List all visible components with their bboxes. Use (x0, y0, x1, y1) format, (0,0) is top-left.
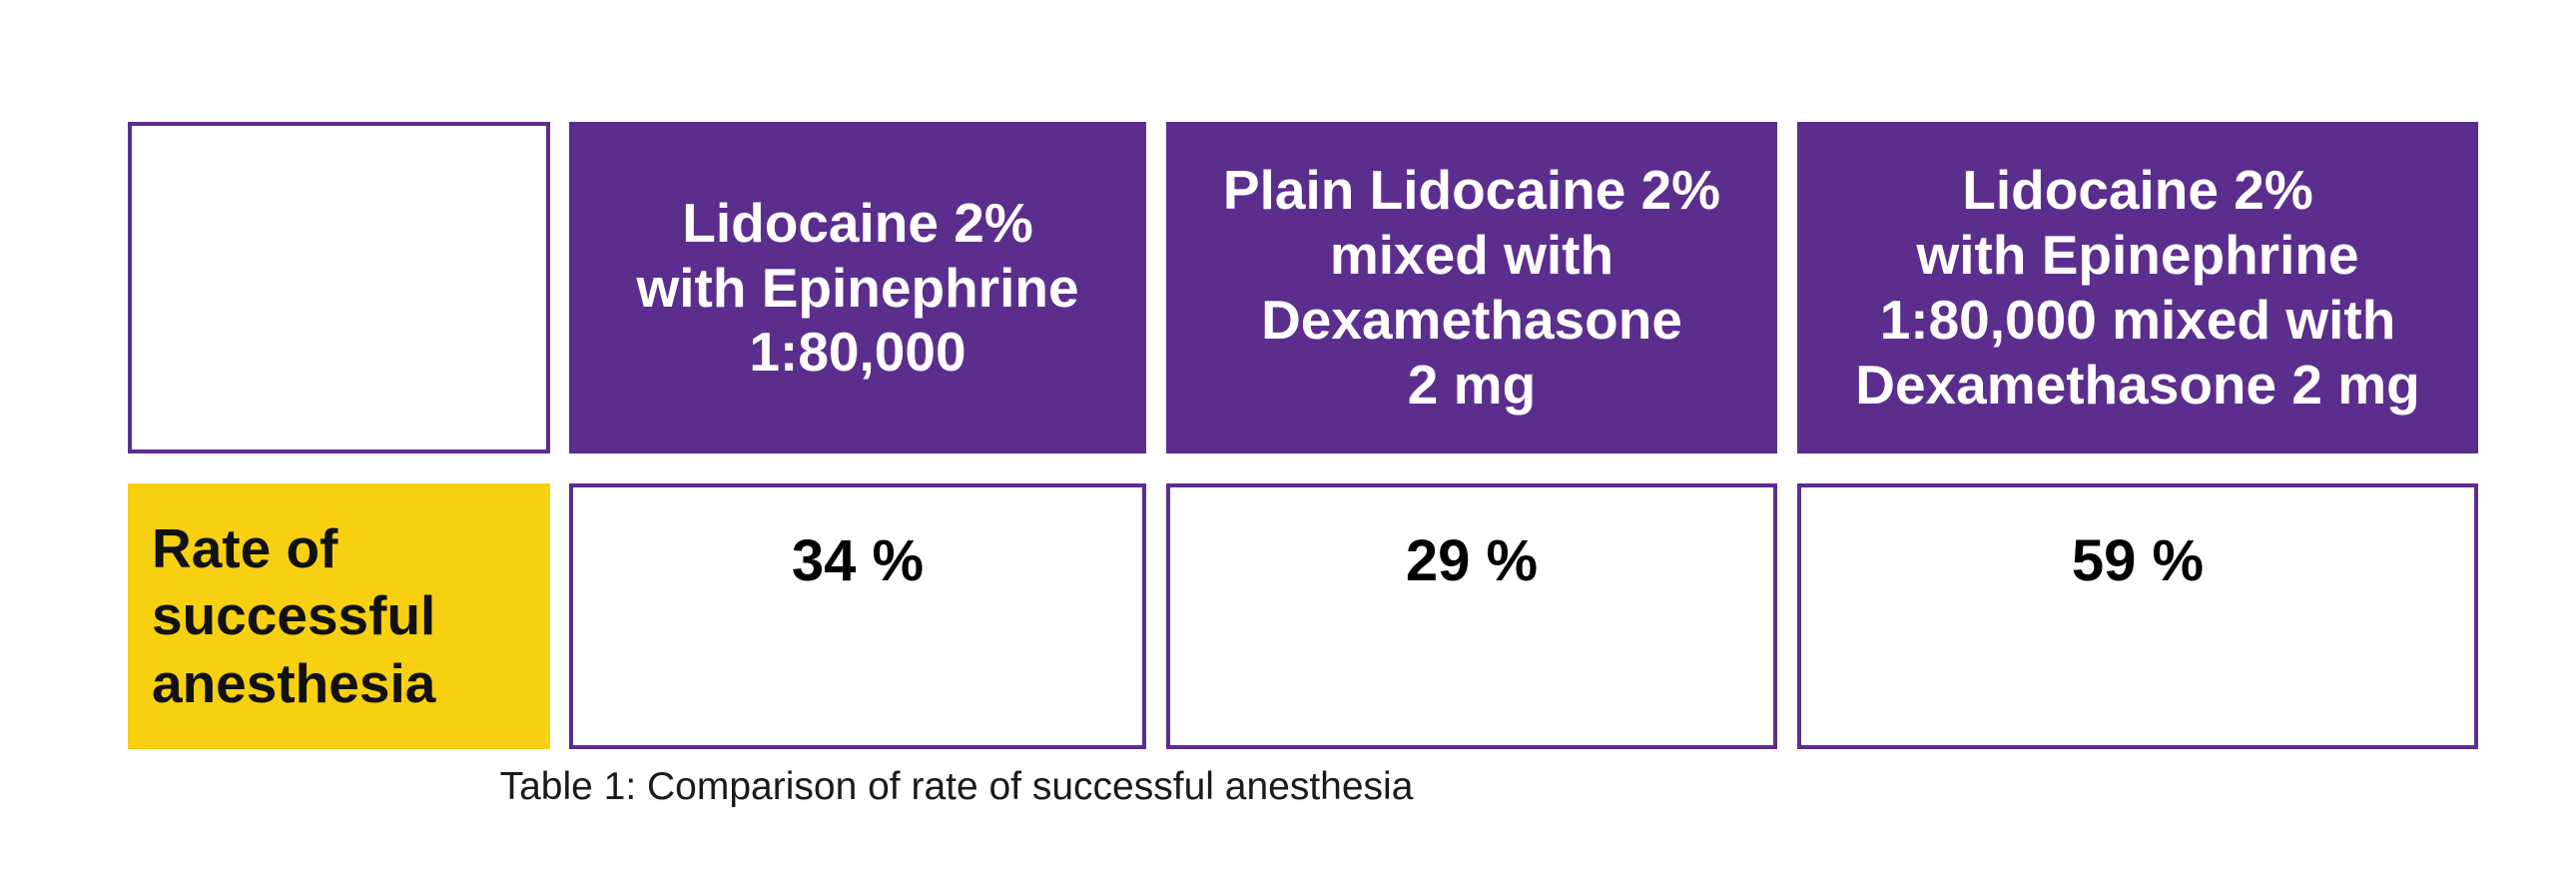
value-cell-lidocaine-epinephrine: 34 % (569, 483, 1146, 749)
value-cell-plain-lidocaine-dexamethasone: 29 % (1166, 483, 1777, 749)
column-header-lidocaine-epinephrine-dexamethasone: Lidocaine 2% with Epinephrine 1:80,000 m… (1797, 122, 2478, 453)
row-label-success-rate: Rate of successful anesthesia (128, 483, 550, 749)
column-header-plain-lidocaine-dexamethasone: Plain Lidocaine 2% mixed with Dexamethas… (1166, 122, 1777, 453)
value-cell-lidocaine-epinephrine-dexamethasone: 59 % (1797, 483, 2478, 749)
table-caption: Table 1: Comparison of rate of successfu… (499, 765, 1414, 808)
table-corner-empty-cell (128, 122, 550, 453)
column-header-lidocaine-epinephrine: Lidocaine 2% with Epinephrine 1:80,000 (569, 122, 1146, 453)
